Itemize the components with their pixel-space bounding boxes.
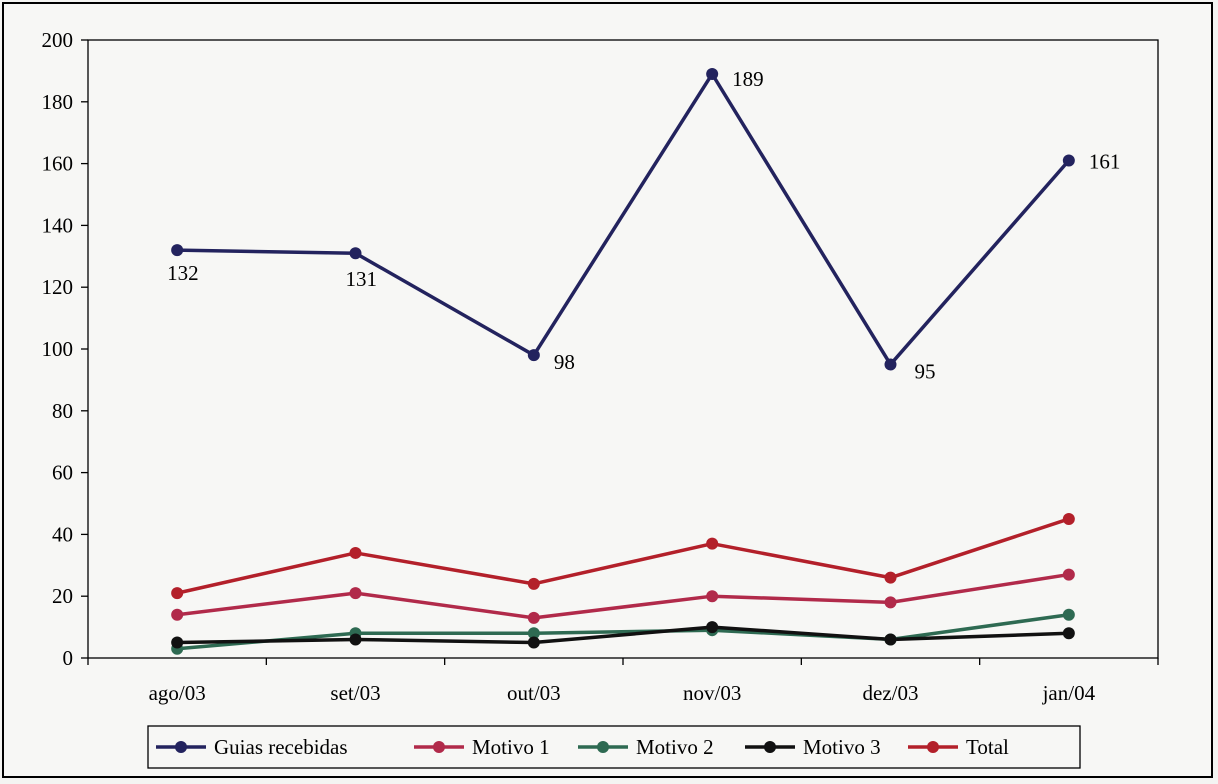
x-tick-label: out/03: [507, 681, 561, 705]
data-point: [527, 577, 540, 590]
data-point: [349, 587, 362, 600]
y-tick-label: 100: [42, 337, 74, 361]
legend-swatch-marker: [597, 741, 609, 753]
data-point: [1062, 568, 1075, 581]
data-point: [349, 546, 362, 559]
data-labels: 132 131 98 189 95 161: [167, 67, 1120, 383]
series-line: [176, 572, 1070, 620]
legend-label: Motivo 3: [803, 735, 881, 759]
y-tick-label: 140: [42, 213, 74, 237]
series-line: [177, 72, 1071, 367]
data-point: [171, 244, 184, 257]
data-point: [527, 611, 540, 624]
data-point: [884, 633, 897, 646]
data-point: [527, 636, 540, 649]
data-point: [349, 247, 362, 260]
y-tick-label: 60: [52, 461, 73, 485]
data-point: [884, 358, 897, 371]
series-line: [176, 517, 1070, 595]
data-point: [1062, 608, 1075, 621]
legend-swatch-marker: [433, 741, 445, 753]
data-point: [706, 67, 719, 80]
legend-label: Motivo 1: [472, 735, 550, 759]
legend-label: Motivo 2: [636, 735, 714, 759]
x-tick-label: ago/03: [149, 681, 206, 705]
data-point: [1062, 627, 1075, 640]
y-tick-label: 0: [63, 646, 74, 670]
x-tick-label: nov/03: [683, 681, 741, 705]
x-tick-label: dez/03: [863, 681, 919, 705]
data-label: 161: [1089, 150, 1121, 174]
series-line: [177, 613, 1070, 651]
y-tick-label: 20: [52, 584, 73, 608]
series-lines: [176, 72, 1071, 651]
data-point: [706, 621, 719, 634]
data-point: [527, 349, 540, 362]
data-label: 98: [554, 350, 575, 374]
data-point: [1062, 512, 1075, 525]
data-point: [171, 608, 184, 621]
data-label: 132: [167, 261, 199, 285]
data-point: [349, 633, 362, 646]
data-point: [706, 590, 719, 603]
data-label: 131: [346, 267, 378, 291]
legend-swatch-marker: [764, 741, 776, 753]
data-label: 95: [915, 359, 936, 383]
legend-swatch-marker: [175, 741, 187, 753]
data-point: [171, 636, 184, 649]
data-point: [1062, 154, 1075, 167]
data-label: 189: [732, 67, 764, 91]
legend-swatch-marker: [927, 741, 939, 753]
chart-axes: 0 20 40 60 80 100 120 140 160 180 200 ago/03 set/03 o…: [42, 28, 1159, 705]
data-point: [706, 537, 719, 550]
series-points: [171, 67, 1075, 655]
x-tick-label: set/03: [330, 681, 380, 705]
y-tick-label: 180: [42, 90, 74, 114]
legend-label: Total: [966, 735, 1009, 759]
y-tick-label: 160: [42, 152, 74, 176]
data-point: [527, 627, 540, 640]
y-tick-label: 80: [52, 399, 73, 423]
y-tick-label: 200: [42, 28, 74, 52]
legend: Guias recebidas Motivo 1 Motivo 2 Motivo 3 T…: [147, 725, 1081, 769]
y-tick-label: 40: [52, 522, 73, 546]
y-tick-label: 120: [42, 275, 74, 299]
data-point: [884, 571, 897, 584]
x-tick-label: jan/04: [1042, 681, 1096, 705]
legend-label: Guias recebidas: [214, 735, 348, 759]
data-point: [884, 596, 897, 609]
series-line: [177, 625, 1069, 645]
data-point: [171, 587, 184, 600]
